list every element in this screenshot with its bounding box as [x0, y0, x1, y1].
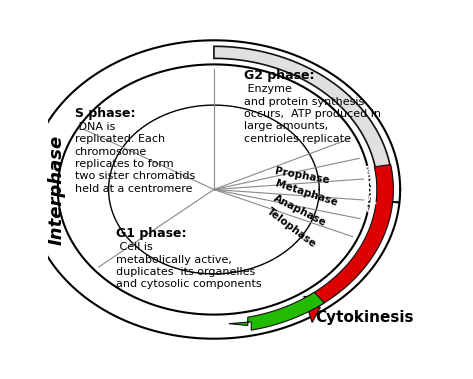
Text: DNA is
replicated. Each
chromosome
replicates to form
two sister chromatids
held: DNA is replicated. Each chromosome repli…: [75, 122, 195, 194]
Text: Cell is
metabolically active,
duplicates  its organelles
and cytosolic component: Cell is metabolically active, duplicates…: [116, 242, 262, 290]
Text: G2 phase:: G2 phase:: [244, 69, 315, 82]
Polygon shape: [214, 46, 399, 202]
Text: Mitosis: Mitosis: [358, 164, 375, 215]
Polygon shape: [229, 292, 324, 330]
Text: Enzyme
and protein synthesis
occurs,  ATP produced in
large amounts,
centrioles : Enzyme and protein synthesis occurs, ATP…: [244, 84, 381, 144]
Text: G1 phase:: G1 phase:: [116, 227, 187, 240]
Text: Metaphase: Metaphase: [274, 179, 339, 208]
Text: Interphase: Interphase: [48, 135, 66, 244]
Text: S phase:: S phase:: [75, 107, 135, 120]
Text: Anaphase: Anaphase: [272, 193, 328, 228]
Text: Telophase: Telophase: [265, 206, 318, 250]
Polygon shape: [304, 164, 394, 323]
Text: Cytokinesis: Cytokinesis: [315, 310, 414, 325]
Text: Prophase: Prophase: [274, 167, 330, 186]
